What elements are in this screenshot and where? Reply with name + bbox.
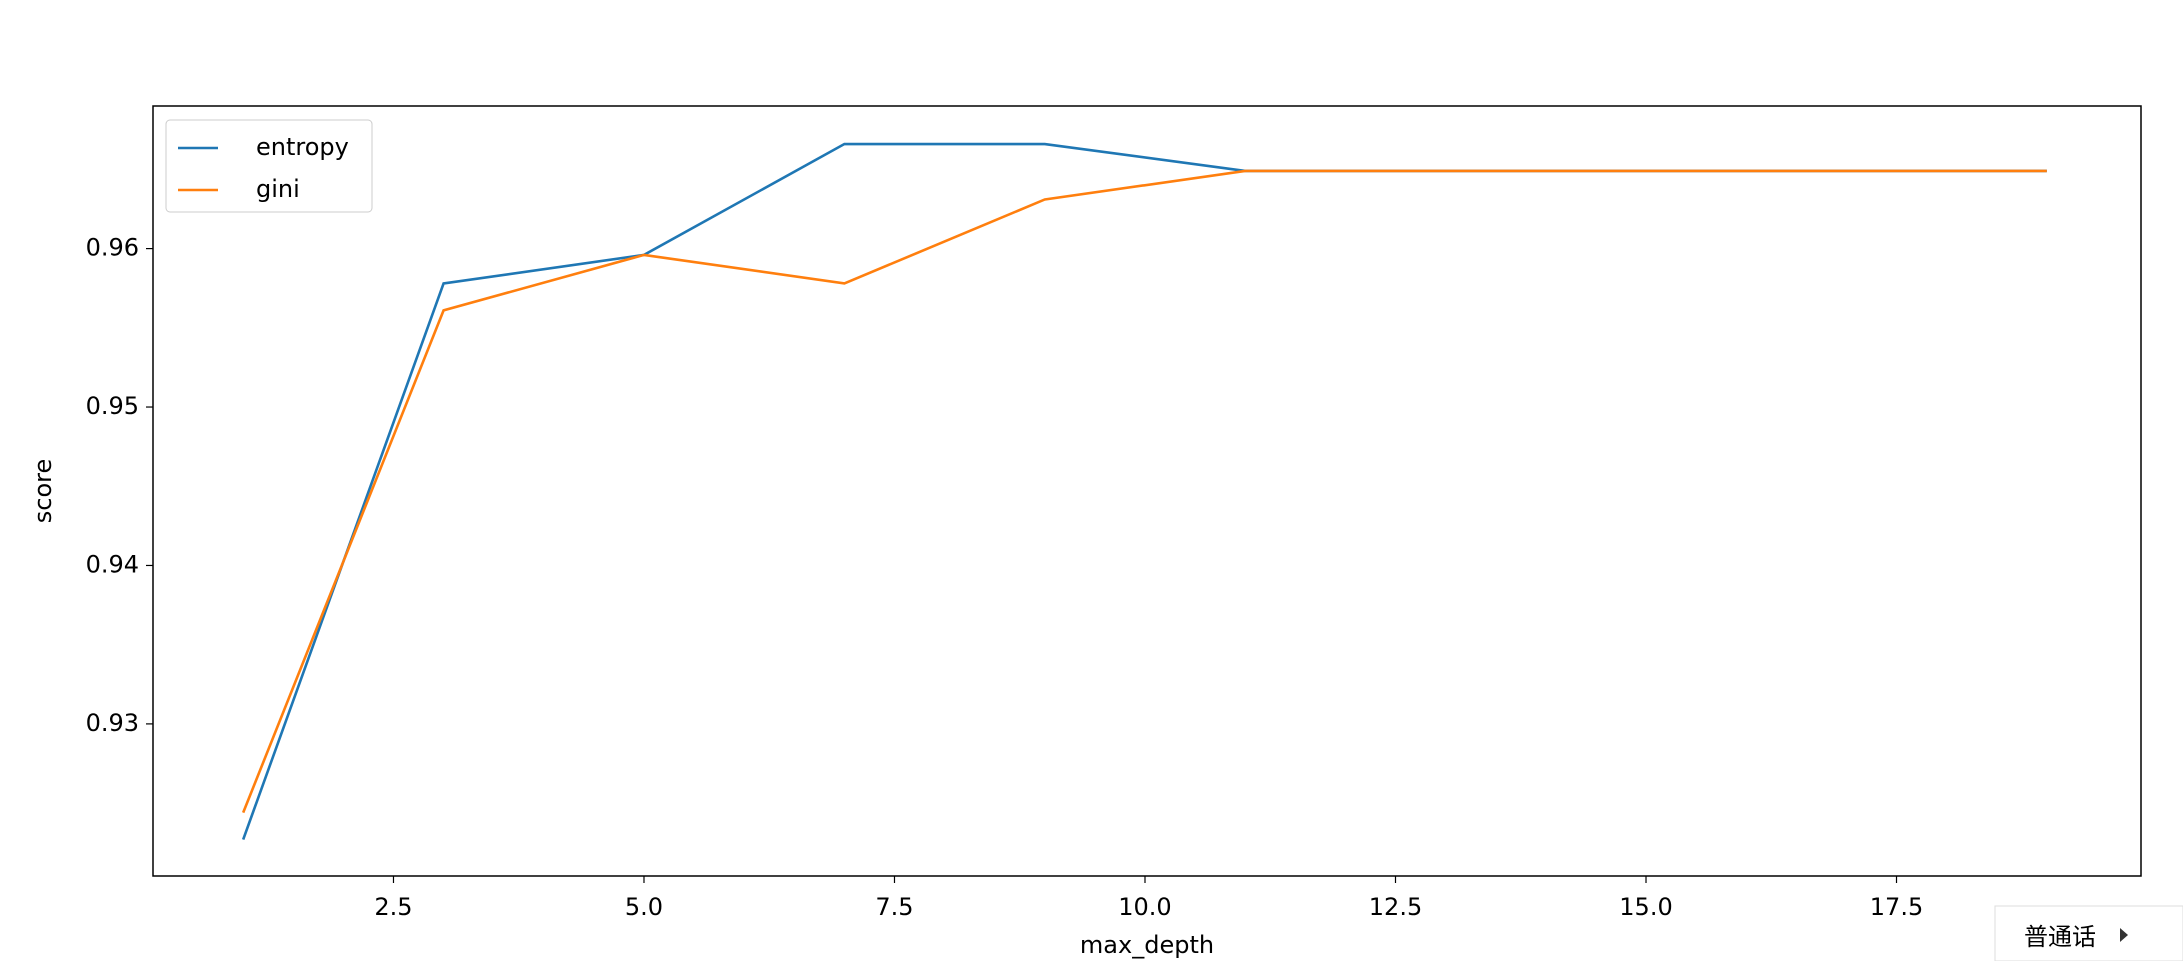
line-series	[241, 169, 2047, 814]
line-series	[241, 142, 2047, 841]
y-axis-label: score	[29, 459, 57, 524]
language-label[interactable]: 普通话	[2024, 923, 2096, 951]
language-button[interactable]	[1994, 905, 2183, 961]
y-tick-label: 0.95	[86, 392, 139, 420]
legend-label: entropy	[256, 133, 349, 161]
x-tick-label: 7.5	[875, 893, 913, 921]
language-arrow[interactable]	[2120, 928, 2128, 942]
y-tick-label: 0.93	[86, 709, 139, 737]
x-tick-label: 10.0	[1118, 893, 1171, 921]
x-tick-label: 12.5	[1369, 893, 1422, 921]
x-tick-label: 15.0	[1619, 893, 1672, 921]
axes-frame	[152, 105, 2142, 877]
y-tick-label: 0.94	[86, 550, 139, 578]
legend-label: gini	[256, 175, 300, 203]
y-tick-label: 0.96	[86, 234, 139, 262]
x-axis-label: max_depth	[1080, 931, 1214, 959]
x-tick-label: 17.5	[1870, 893, 1923, 921]
x-tick-label: 5.0	[625, 893, 663, 921]
x-tick-label: 2.5	[374, 893, 412, 921]
